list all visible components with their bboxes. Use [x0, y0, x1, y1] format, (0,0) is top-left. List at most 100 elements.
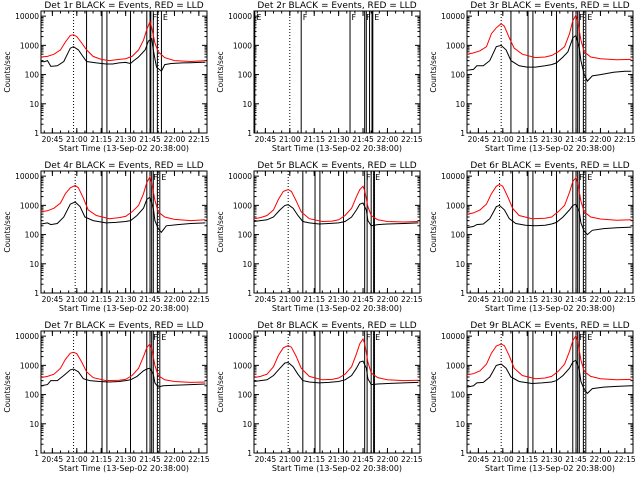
plot-frame	[40, 170, 208, 294]
lld-series-line	[466, 334, 632, 381]
x-tick-label: 21:45	[139, 135, 161, 144]
flag-label: E	[375, 173, 380, 182]
panel-det-3: Det 3r BLACK = Events, RED = LLD 1 10 100 10…	[429, 1, 636, 153]
panel-title: Det 5r BLACK = Events, RED = LLD	[257, 161, 416, 171]
x-tick-label: 21:45	[565, 135, 587, 144]
y-axis-label: Counts/sec	[216, 51, 225, 92]
x-tick-label: 22:15	[401, 295, 423, 304]
x-tick-label: 22:00	[377, 295, 399, 304]
flag-label: F	[303, 13, 308, 22]
flag-label: E	[374, 13, 379, 22]
panel-det-1: Det 1r BLACK = Events, RED = LLD 1 10 100 10…	[3, 1, 210, 153]
flag-label: F	[366, 13, 371, 22]
x-tick-label: 21:30	[115, 135, 137, 144]
x-tick-label: 22:00	[164, 455, 186, 464]
y-tick-label: 1000	[446, 361, 465, 370]
panel-det-6: Det 6r BLACK = Events, RED = LLD 1 10 100 10…	[429, 161, 636, 313]
x-axis-label: Start Time (13-Sep-02 20:38:00)	[485, 464, 615, 473]
x-tick-label: 22:15	[614, 455, 636, 464]
panel-title: Det 6r BLACK = Events, RED = LLD	[470, 161, 629, 171]
lld-series-line	[40, 175, 206, 222]
x-axis-label: Start Time (13-Sep-02 20:38:00)	[485, 144, 615, 153]
x-tick-label: 21:15	[90, 455, 112, 464]
x-tick-label: 22:15	[401, 455, 423, 464]
x-tick-label: 22:00	[377, 455, 399, 464]
x-tick-label: 22:00	[377, 135, 399, 144]
flag-label: E	[256, 13, 261, 22]
y-tick-label: 10000	[15, 172, 39, 181]
panel-det-8: Det 8r BLACK = Events, RED = LLD 1 10 100 10…	[216, 321, 423, 473]
x-tick-label: 21:15	[303, 135, 325, 144]
x-axis-label: Start Time (13-Sep-02 20:38:00)	[485, 304, 615, 313]
y-axis-label: Counts/sec	[216, 371, 225, 412]
events-series-line	[40, 367, 206, 388]
lld-series-line	[253, 185, 419, 223]
flag-label: F	[352, 13, 357, 22]
y-tick-label: 10000	[228, 172, 252, 181]
x-tick-label: 20:45	[255, 135, 277, 144]
y-tick-label: 100	[451, 71, 466, 80]
x-tick-label: 21:30	[328, 295, 350, 304]
y-tick-label: 10000	[15, 12, 39, 21]
x-tick-label: 21:00	[66, 295, 88, 304]
x-axis-label: Start Time (13-Sep-02 20:38:00)	[59, 464, 189, 473]
x-tick-label: 22:15	[188, 295, 210, 304]
x-tick-label: 21:30	[541, 135, 563, 144]
panel-title: Det 7r BLACK = Events, RED = LLD	[44, 321, 203, 331]
x-tick-label: 20:45	[468, 295, 490, 304]
x-tick-label: 21:45	[565, 295, 587, 304]
y-tick-label: 10	[242, 100, 252, 109]
y-tick-label: 1000	[446, 41, 465, 50]
x-tick-label: 21:00	[279, 295, 301, 304]
x-tick-label: 21:45	[352, 295, 374, 304]
y-axis-label: Counts/sec	[3, 51, 12, 92]
x-tick-label: 21:30	[115, 455, 137, 464]
y-tick-label: 100	[25, 391, 40, 400]
x-axis-label: Start Time (13-Sep-02 20:38:00)	[59, 304, 189, 313]
x-tick-label: 21:15	[516, 295, 538, 304]
plot-frame	[40, 330, 208, 454]
y-axis-label: Counts/sec	[429, 211, 438, 252]
plot-frame	[253, 170, 421, 294]
x-tick-label: 21:15	[303, 295, 325, 304]
flag-label: E	[375, 333, 380, 342]
x-tick-label: 21:30	[541, 455, 563, 464]
events-series-line	[40, 196, 206, 234]
flag-label: F	[579, 173, 584, 182]
x-tick-label: 21:15	[516, 135, 538, 144]
y-tick-label: 100	[451, 231, 466, 240]
lld-series-line	[253, 337, 419, 382]
events-series-line	[253, 202, 419, 227]
x-tick-label: 20:45	[255, 455, 277, 464]
y-tick-label: 1	[460, 449, 465, 458]
flag-label: E	[161, 333, 166, 342]
plot-frame	[466, 170, 634, 294]
y-axis-label: Counts/sec	[3, 211, 12, 252]
plot-frame	[253, 330, 421, 454]
lld-series-line	[40, 342, 206, 383]
x-tick-label: 21:45	[139, 295, 161, 304]
flag-label: E	[587, 173, 592, 182]
y-tick-label: 100	[451, 391, 466, 400]
x-tick-label: 22:00	[590, 455, 612, 464]
x-tick-label: 21:30	[328, 455, 350, 464]
y-axis-label: Counts/sec	[429, 371, 438, 412]
x-tick-label: 21:00	[492, 295, 514, 304]
panel-title: Det 9r BLACK = Events, RED = LLD	[470, 321, 629, 331]
y-tick-label: 1	[34, 289, 39, 298]
x-axis-label: Start Time (13-Sep-02 20:38:00)	[272, 304, 402, 313]
y-tick-label: 10	[242, 420, 252, 429]
x-tick-label: 22:15	[188, 135, 210, 144]
flag-label: E	[163, 13, 168, 22]
x-tick-label: 20:45	[42, 135, 64, 144]
panel-title: Det 8r BLACK = Events, RED = LLD	[257, 321, 416, 331]
x-tick-label: 22:15	[188, 455, 210, 464]
y-tick-label: 10	[29, 420, 39, 429]
x-axis-label: Start Time (13-Sep-02 20:38:00)	[59, 144, 189, 153]
y-tick-label: 1000	[233, 361, 252, 370]
plot-frame	[40, 10, 208, 134]
x-tick-label: 21:00	[492, 135, 514, 144]
panel-det-5: Det 5r BLACK = Events, RED = LLD 1 10 100 10…	[216, 161, 423, 313]
x-tick-label: 21:45	[352, 135, 374, 144]
